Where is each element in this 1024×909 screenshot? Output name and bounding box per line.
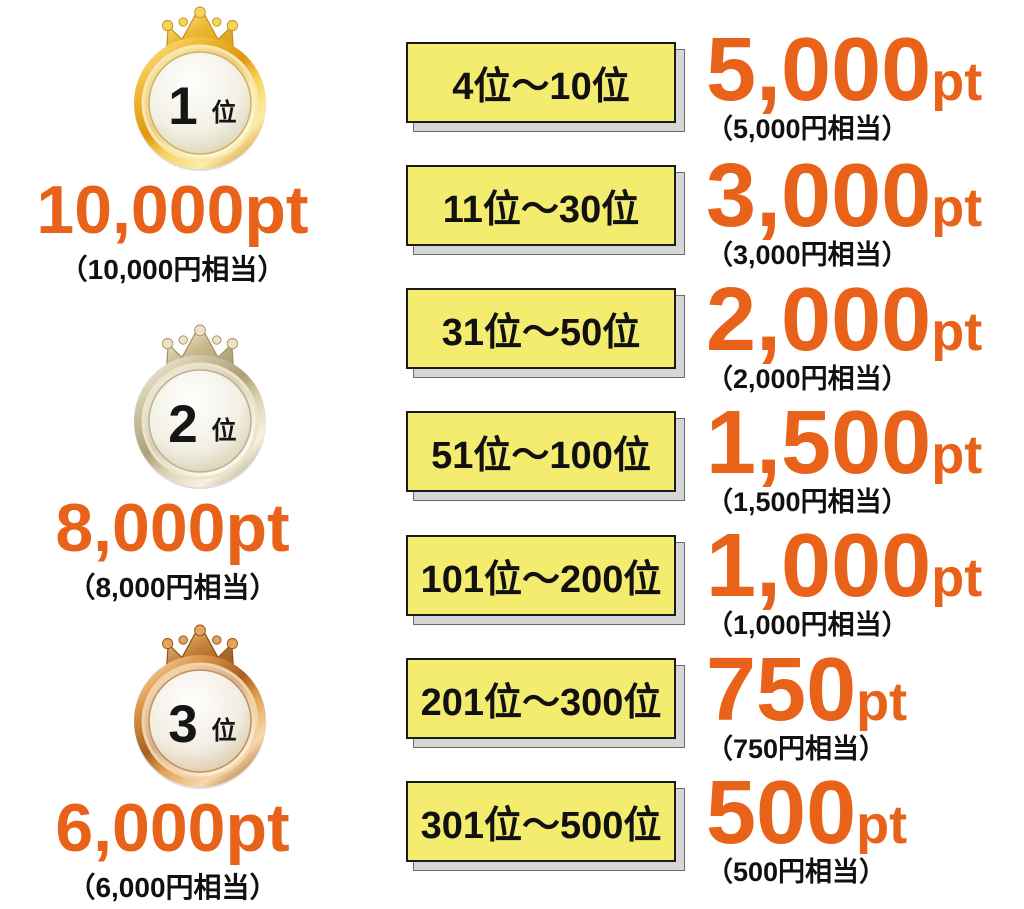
svg-text:位: 位 — [211, 98, 236, 127]
svg-text:3: 3 — [168, 695, 197, 754]
svg-text:2: 2 — [168, 395, 197, 454]
svg-text:位: 位 — [211, 716, 236, 745]
svg-text:位: 位 — [211, 416, 236, 445]
svg-text:1: 1 — [168, 77, 197, 136]
